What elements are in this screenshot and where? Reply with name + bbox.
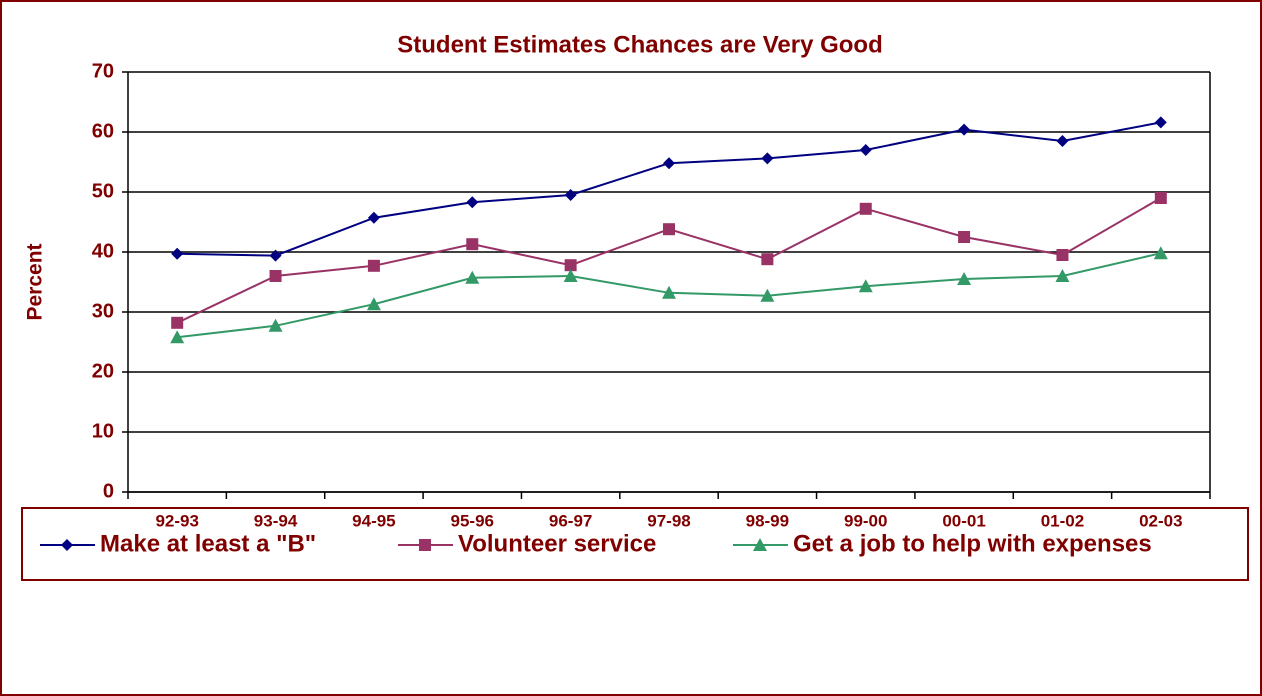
y-tick-label: 70 [92,60,114,82]
marker [1056,135,1069,147]
y-tick-label: 60 [92,120,114,142]
marker [761,253,774,266]
x-tick-label: 00-01 [942,511,985,530]
chart-title: Student Estimates Chances are Very Good [397,31,883,58]
x-tick-label: 95-96 [451,511,494,530]
marker [170,330,185,344]
y-axis-label: Percent [24,243,47,320]
marker [859,144,872,156]
marker [367,211,380,224]
marker [760,288,775,302]
x-tick-label: 93-94 [254,511,298,530]
marker [564,189,577,201]
legend-marker [753,538,767,551]
marker [564,259,577,272]
marker [957,272,972,285]
marker [663,157,675,170]
y-tick-label: 30 [92,300,114,322]
legend-label: Volunteer service [458,530,656,557]
x-tick-label: 02-03 [1139,511,1182,530]
marker [761,152,774,165]
x-tick-label: 97-98 [647,511,690,530]
x-tick-label: 99-00 [844,511,887,530]
marker [859,202,872,215]
legend-marker [61,539,73,551]
y-tick-label: 50 [92,180,114,202]
marker [269,249,282,262]
x-tick-label: 01-02 [1041,511,1084,530]
marker [366,297,381,311]
marker [1056,249,1069,261]
marker [1153,246,1168,260]
marker [268,318,283,332]
legend-box [21,507,1249,581]
marker [663,223,675,236]
legend-label: Get a job to help with expenses [793,530,1152,557]
marker [563,269,578,282]
x-tick-label: 94-95 [352,511,395,530]
marker [858,279,873,293]
marker [1055,269,1070,282]
y-tick-label: 0 [103,480,114,502]
marker [171,316,184,329]
marker [1154,192,1167,204]
marker [465,270,480,284]
y-tick-label: 40 [92,240,114,262]
x-tick-label: 96-97 [549,511,592,530]
legend-label: Make at least a "B" [100,530,316,557]
marker [958,231,971,243]
marker [466,196,479,209]
marker [466,238,479,251]
marker [662,285,676,299]
x-tick-label: 92-93 [155,511,198,530]
y-tick-label: 20 [92,360,114,382]
marker [171,247,184,260]
x-tick-label: 98-99 [746,511,789,530]
marker [958,123,971,136]
legend-marker [419,539,431,551]
y-tick-label: 10 [92,420,114,442]
marker [269,270,282,282]
marker [1154,116,1167,129]
marker [367,259,380,272]
